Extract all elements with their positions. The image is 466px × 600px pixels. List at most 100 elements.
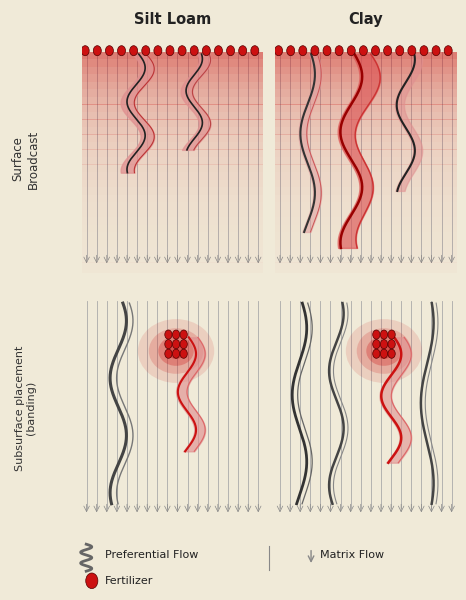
Bar <box>82 217 263 225</box>
Bar <box>275 217 457 225</box>
Bar <box>82 202 263 210</box>
Bar <box>275 82 457 89</box>
Bar <box>275 240 457 247</box>
Bar <box>82 97 263 104</box>
Text: Clay: Clay <box>349 12 383 27</box>
Bar <box>275 224 457 232</box>
Bar <box>275 194 457 202</box>
Bar <box>82 149 263 157</box>
Text: Silt Loam: Silt Loam <box>134 12 211 27</box>
Circle shape <box>373 340 380 349</box>
Bar <box>275 119 457 127</box>
Bar <box>275 149 457 157</box>
Circle shape <box>154 46 162 56</box>
Bar <box>82 232 263 240</box>
Bar <box>82 255 263 263</box>
Circle shape <box>388 330 395 339</box>
Circle shape <box>202 46 210 56</box>
Bar <box>275 164 457 172</box>
Text: Fertilizer: Fertilizer <box>105 576 153 586</box>
Bar <box>275 67 457 74</box>
Bar <box>275 202 457 210</box>
Bar <box>275 104 457 112</box>
Circle shape <box>178 46 186 56</box>
Bar <box>275 89 457 97</box>
Circle shape <box>359 46 367 56</box>
Bar <box>82 179 263 187</box>
Circle shape <box>180 330 187 339</box>
Circle shape <box>81 46 89 56</box>
Circle shape <box>380 349 388 358</box>
Circle shape <box>380 330 388 339</box>
Bar <box>275 179 457 187</box>
Circle shape <box>323 46 331 56</box>
Bar <box>275 270 457 278</box>
Bar <box>275 255 457 263</box>
Circle shape <box>172 330 180 339</box>
Bar <box>275 52 457 59</box>
Circle shape <box>384 46 391 56</box>
Circle shape <box>180 349 187 358</box>
Circle shape <box>299 46 307 56</box>
Bar <box>82 82 263 89</box>
Bar <box>82 104 263 112</box>
Bar <box>275 134 457 142</box>
Bar <box>82 262 263 270</box>
Bar <box>82 52 263 59</box>
Circle shape <box>214 46 222 56</box>
Bar <box>275 97 457 104</box>
Bar <box>275 127 457 134</box>
Circle shape <box>373 330 380 339</box>
Bar <box>82 142 263 149</box>
Circle shape <box>117 46 125 56</box>
Text: Subsurface placement
(banding): Subsurface placement (banding) <box>15 346 36 470</box>
Bar <box>275 74 457 82</box>
Bar <box>82 112 263 119</box>
Bar <box>275 157 457 164</box>
Circle shape <box>172 349 180 358</box>
Text: Surface
Broadcast: Surface Broadcast <box>12 130 40 188</box>
Circle shape <box>166 46 174 56</box>
Text: Matrix Flow: Matrix Flow <box>320 550 384 560</box>
Bar <box>82 187 263 195</box>
Bar <box>275 187 457 195</box>
Circle shape <box>287 46 295 56</box>
Bar <box>82 127 263 134</box>
Bar <box>82 59 263 67</box>
Bar <box>82 89 263 97</box>
Ellipse shape <box>346 319 422 383</box>
Ellipse shape <box>149 328 203 374</box>
Bar <box>82 119 263 127</box>
Ellipse shape <box>357 328 411 374</box>
Bar <box>275 247 457 255</box>
Bar <box>82 164 263 172</box>
Bar <box>275 172 457 180</box>
Bar <box>82 240 263 247</box>
Ellipse shape <box>366 336 402 366</box>
Circle shape <box>130 46 137 56</box>
Circle shape <box>347 46 355 56</box>
Circle shape <box>142 46 150 56</box>
Circle shape <box>420 46 428 56</box>
Circle shape <box>274 46 282 56</box>
Circle shape <box>86 573 98 589</box>
Bar <box>275 59 457 67</box>
Circle shape <box>373 349 380 358</box>
Circle shape <box>226 46 234 56</box>
Circle shape <box>93 46 101 56</box>
Bar <box>82 67 263 74</box>
Circle shape <box>444 46 452 56</box>
Bar <box>275 232 457 240</box>
Circle shape <box>396 46 404 56</box>
Circle shape <box>371 46 379 56</box>
Bar <box>82 247 263 255</box>
Bar <box>82 270 263 278</box>
Circle shape <box>380 340 388 349</box>
Circle shape <box>172 340 180 349</box>
Ellipse shape <box>166 343 185 359</box>
Circle shape <box>105 46 113 56</box>
Ellipse shape <box>138 319 214 383</box>
Bar <box>82 157 263 164</box>
Bar <box>275 262 457 270</box>
Circle shape <box>190 46 198 56</box>
